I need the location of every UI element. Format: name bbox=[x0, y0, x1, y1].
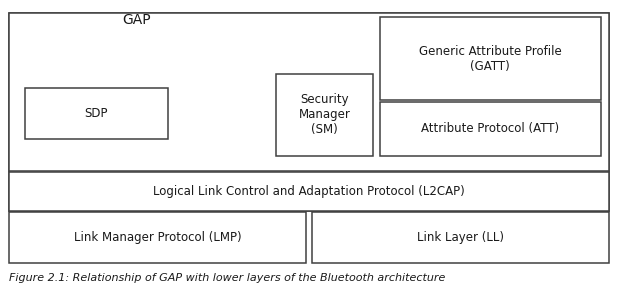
FancyBboxPatch shape bbox=[9, 13, 609, 211]
Text: Attribute Protocol (ATT): Attribute Protocol (ATT) bbox=[421, 123, 560, 135]
Text: Figure 2.1: Relationship of GAP with lower layers of the Bluetooth architecture: Figure 2.1: Relationship of GAP with low… bbox=[9, 273, 446, 283]
FancyBboxPatch shape bbox=[9, 13, 609, 171]
FancyBboxPatch shape bbox=[276, 74, 373, 156]
Text: Logical Link Control and Adaptation Protocol (L2CAP): Logical Link Control and Adaptation Prot… bbox=[153, 185, 465, 198]
FancyBboxPatch shape bbox=[9, 212, 306, 263]
Text: Security
Manager
(SM): Security Manager (SM) bbox=[299, 93, 350, 136]
FancyBboxPatch shape bbox=[380, 102, 601, 156]
Text: SDP: SDP bbox=[84, 107, 108, 120]
FancyBboxPatch shape bbox=[25, 88, 168, 139]
Text: Link Manager Protocol (LMP): Link Manager Protocol (LMP) bbox=[74, 231, 242, 244]
Text: Link Layer (LL): Link Layer (LL) bbox=[417, 231, 504, 244]
FancyBboxPatch shape bbox=[312, 212, 609, 263]
FancyBboxPatch shape bbox=[380, 17, 601, 100]
Text: Generic Attribute Profile
(GATT): Generic Attribute Profile (GATT) bbox=[419, 45, 561, 73]
FancyBboxPatch shape bbox=[9, 172, 609, 211]
Text: GAP: GAP bbox=[122, 13, 151, 27]
